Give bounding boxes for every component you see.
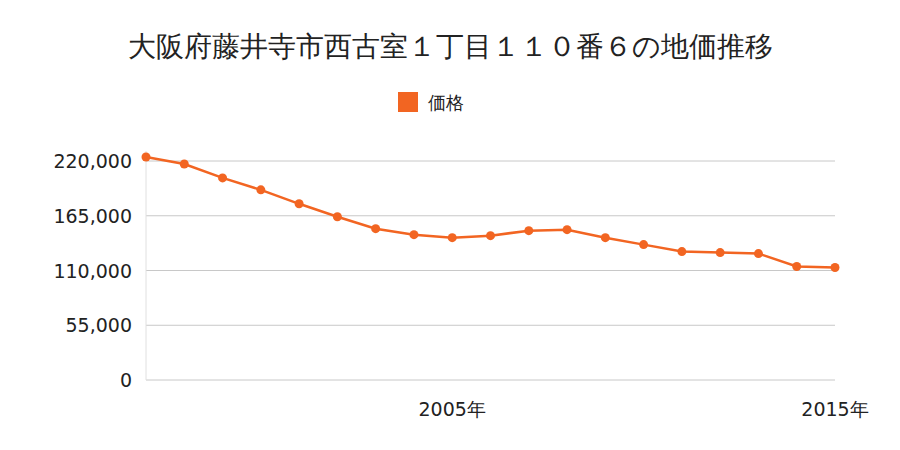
- legend-swatch: [398, 92, 418, 112]
- grid-line: [146, 380, 835, 381]
- plot-area: [142, 153, 840, 272]
- grid-line: [146, 161, 835, 162]
- marker: [831, 263, 840, 272]
- grid-line: [146, 325, 835, 326]
- marker: [563, 225, 572, 234]
- legend-label: 価格: [428, 92, 464, 113]
- marker: [792, 262, 801, 271]
- marker: [371, 224, 380, 233]
- marker: [295, 199, 304, 208]
- chart: 大阪府藤井寺市西古室１丁目１１０番６の地価推移価格 0 55,000 110,000 1…: [0, 0, 900, 450]
- x-tick-label: 2015年: [801, 398, 868, 420]
- title: 大阪府藤井寺市西古室１丁目１１０番６の地価推移: [128, 30, 773, 63]
- marker: [677, 247, 686, 256]
- marker: [180, 159, 189, 168]
- x-tick-label: 2005年: [419, 398, 486, 420]
- marker: [754, 249, 763, 258]
- marker: [218, 173, 227, 182]
- y-axis-line: [146, 151, 147, 380]
- marker: [409, 230, 418, 239]
- y-tick-label: 0: [120, 369, 132, 391]
- y-tick-label: 165,000: [53, 205, 132, 227]
- marker: [524, 226, 533, 235]
- line: [146, 157, 835, 267]
- marker: [486, 231, 495, 240]
- y-tick-label: 55,000: [66, 314, 132, 336]
- marker: [448, 233, 457, 242]
- marker: [601, 233, 610, 242]
- marker: [256, 185, 265, 194]
- y-tick-label: 110,000: [53, 260, 132, 282]
- y-tick-label: 220,000: [53, 150, 132, 172]
- marker: [639, 240, 648, 249]
- marker: [716, 248, 725, 257]
- grid-line: [146, 215, 835, 216]
- marker: [333, 212, 342, 221]
- grid-line: [146, 270, 835, 271]
- marker: [142, 153, 151, 162]
